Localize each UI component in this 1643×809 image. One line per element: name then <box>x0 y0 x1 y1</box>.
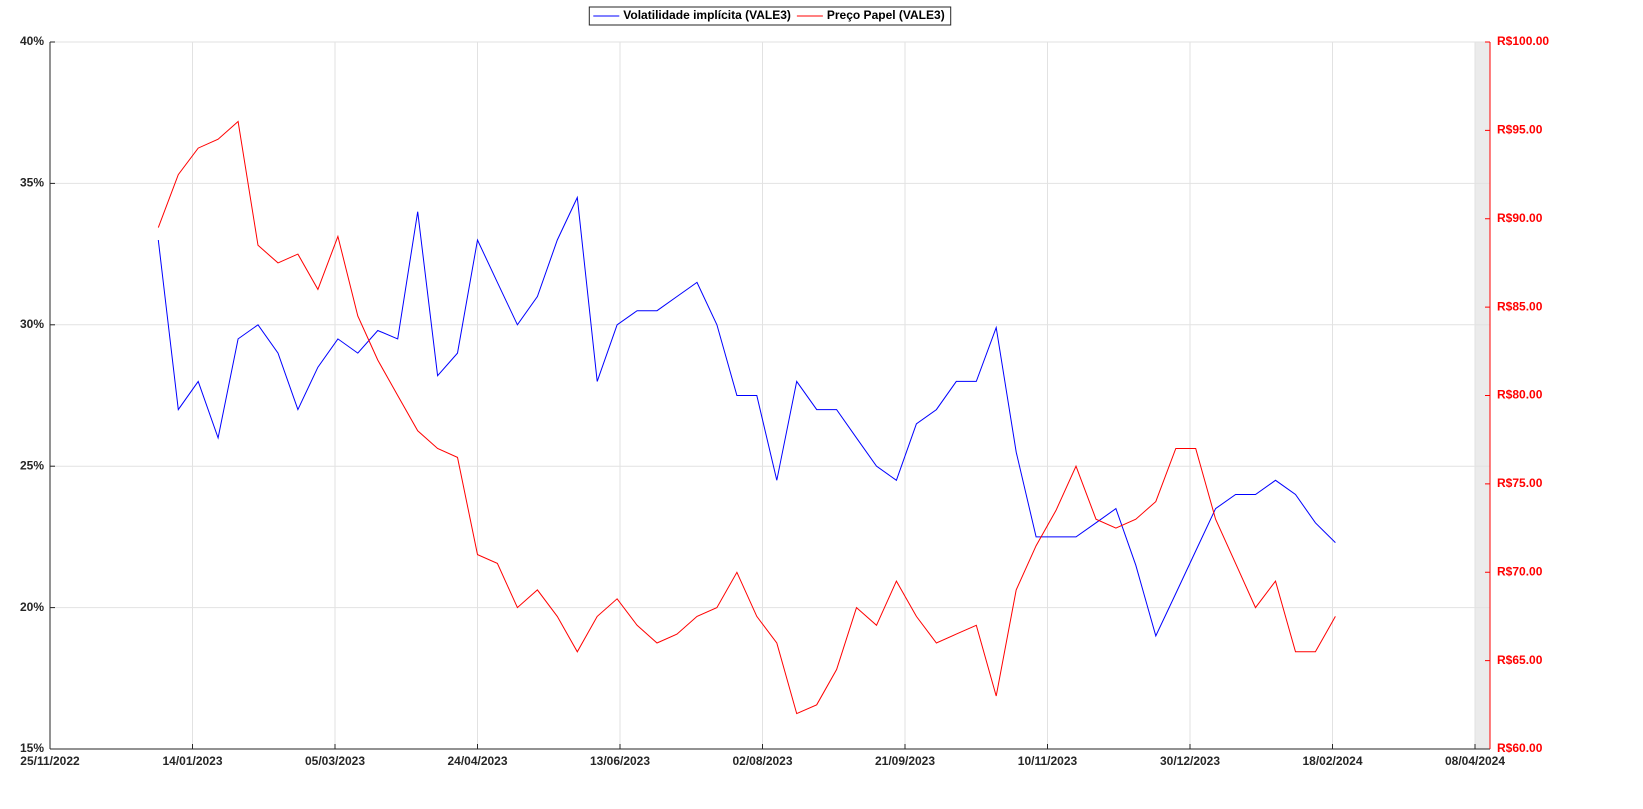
x-tick-label: 30/12/2023 <box>1160 754 1220 768</box>
y-tick-label: 35% <box>20 176 44 190</box>
x-tick-label: 10/11/2023 <box>1018 754 1078 768</box>
x-tick-label: 14/01/2023 <box>162 754 222 768</box>
x-tick-label: 18/02/2024 <box>1302 754 1362 768</box>
y-tick-label: 20% <box>20 600 44 614</box>
x-tick-label: 21/09/2023 <box>875 754 935 768</box>
x-tick-label: 08/04/2024 <box>1445 754 1505 768</box>
series-line <box>157 195 1336 638</box>
x-tick-label: 05/03/2023 <box>305 754 365 768</box>
x-tick-label: 24/04/2023 <box>447 754 507 768</box>
y2-tick-label: R$90.00 <box>1497 211 1543 225</box>
y-tick-label: 40% <box>20 34 44 48</box>
y2-tick-label: R$75.00 <box>1497 476 1543 490</box>
y2-tick-label: R$60.00 <box>1497 741 1543 755</box>
y2-tick-label: R$100.00 <box>1497 34 1549 48</box>
legend-box <box>588 6 952 26</box>
y2-tick-label: R$95.00 <box>1497 123 1543 137</box>
y-tick-label: 25% <box>20 458 44 472</box>
y2-tick-label: R$80.00 <box>1497 388 1543 402</box>
legend-label: Volatilidade implícita (VALE3) <box>623 8 791 22</box>
y-tick-label: 30% <box>20 317 44 331</box>
y2-tick-label: R$65.00 <box>1497 653 1543 667</box>
series-line <box>157 120 1336 715</box>
x-tick-label: 25/11/2022 <box>20 754 80 768</box>
x-tick-label: 13/06/2023 <box>590 754 650 768</box>
legend-label: Preço Papel (VALE3) <box>827 8 945 22</box>
y-tick-label: 15% <box>20 741 44 755</box>
x-tick-label: 02/08/2023 <box>732 754 792 768</box>
y2-tick-label: R$85.00 <box>1497 299 1543 313</box>
y2-tick-label: R$70.00 <box>1497 564 1543 578</box>
